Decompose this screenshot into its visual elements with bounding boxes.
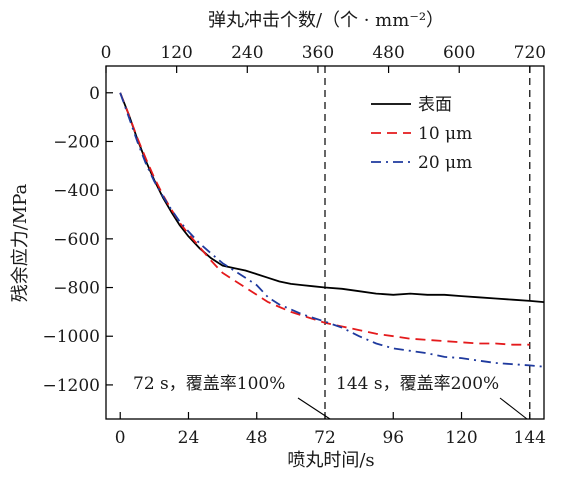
vertical-markers	[324, 66, 531, 419]
x-tick-label: 96	[382, 428, 404, 448]
top-tick-label: 480	[372, 43, 404, 63]
y-tick-label: −1200	[42, 376, 100, 396]
top-axis-ticks: 0 120 240 360 480 600 720	[101, 43, 546, 73]
annotation-leader	[297, 397, 331, 420]
series-line	[119, 92, 545, 368]
y-tick-label: −600	[53, 230, 100, 250]
x-tick-label: 144	[514, 428, 546, 448]
series-line	[119, 92, 545, 303]
y-tick-label: −400	[53, 181, 100, 201]
top-tick-label: 360	[302, 43, 334, 63]
annotation-label: 72 s，覆盖率100%	[133, 374, 285, 394]
top-tick-label: 600	[443, 43, 475, 63]
y-tick-label: −1000	[42, 327, 100, 347]
y-tick-label: −200	[53, 132, 100, 152]
x-tick-label: 72	[314, 428, 336, 448]
legend-label: 10 μm	[418, 124, 472, 144]
x-tick-label: 0	[115, 428, 126, 448]
top-tick-label: 720	[514, 43, 546, 63]
series-layer	[119, 92, 545, 368]
top-axis-title: 弹丸冲击个数/（个 · mm⁻²）	[208, 10, 444, 31]
y-axis-ticks: 0 −200 −400 −600 −800 −1000 −1200	[42, 84, 113, 396]
annotation-leader	[499, 397, 528, 420]
top-tick-label: 120	[160, 43, 192, 63]
x-axis-ticks: 0 24 48 72 96 120 144	[115, 412, 546, 448]
x-axis-title: 喷丸时间/s	[287, 450, 374, 471]
y-tick-label: −800	[53, 279, 100, 299]
x-tick-label: 48	[246, 428, 268, 448]
annotations: 72 s，覆盖率100% 144 s，覆盖率200%	[133, 374, 528, 420]
x-tick-label: 120	[445, 428, 477, 448]
y-tick-label: 0	[89, 84, 100, 104]
legend: 表面 10 μm 20 μm	[371, 95, 472, 173]
y-axis-title: 残余应力/MPa	[10, 183, 31, 302]
top-tick-label: 240	[231, 43, 263, 63]
x-tick-label: 24	[178, 428, 200, 448]
top-tick-label: 0	[101, 43, 112, 63]
legend-label: 表面	[418, 95, 452, 115]
annotation-label: 144 s，覆盖率200%	[336, 374, 499, 394]
legend-label: 20 μm	[418, 153, 472, 173]
